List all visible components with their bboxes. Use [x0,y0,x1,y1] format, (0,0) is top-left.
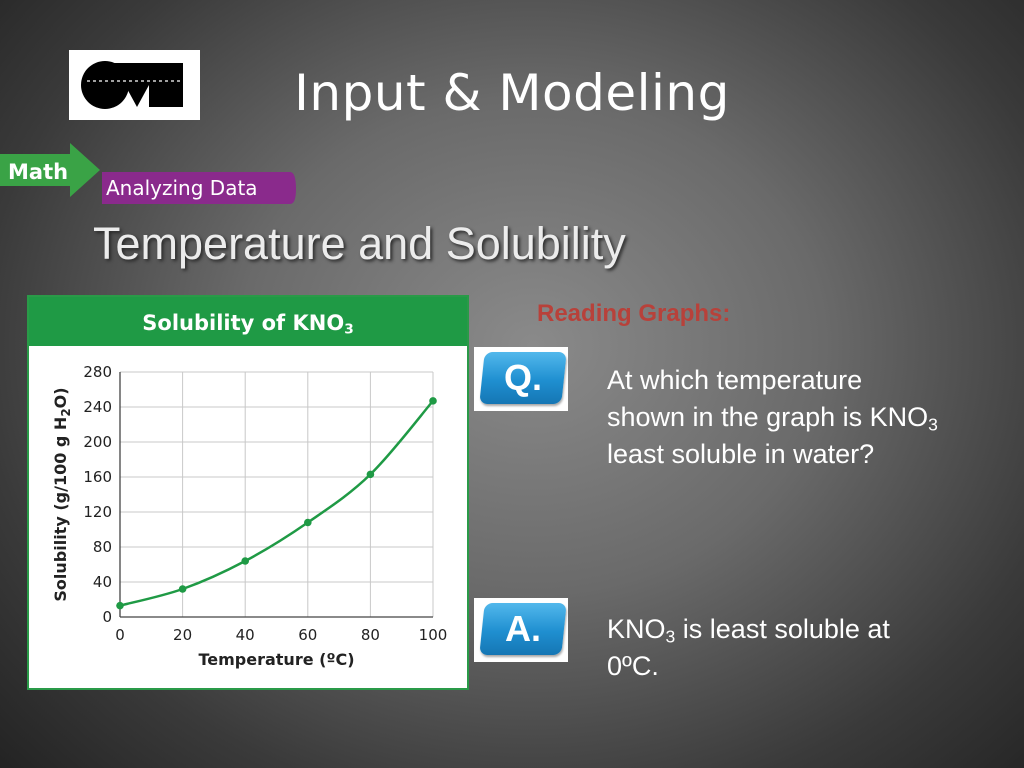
logo [69,50,200,120]
chart-panel: Solubility of KNO3 0 20 40 60 80 100 0 40 80 120 1… [27,295,469,690]
y-tick-label: 0 [102,608,112,626]
data-point [178,585,187,593]
slide-subtitle: Temperature and Solubility [93,218,626,269]
y-tick-label: 80 [93,538,112,556]
y-tick-label: 160 [83,468,112,486]
banner-analyzing-label: Analyzing Data [106,176,258,200]
reading-graphs-label: Reading Graphs: [537,300,731,327]
x-tick-label: 20 [173,626,192,644]
y-tick-label: 280 [83,363,112,381]
logo-graphic [81,61,185,109]
x-tick-label: 0 [115,626,125,644]
x-tick-label: 60 [298,626,317,644]
slide-title: Input & Modeling [294,64,730,122]
y-tick-label: 40 [93,573,112,591]
question-text: At which temperature shown in the graph … [607,365,938,469]
x-tick-label: 80 [361,626,380,644]
math-analyzing-data-banner: Math Analyzing Data [0,143,296,204]
y-tick-label: 120 [83,503,112,521]
chart-title: Solubility of KNO3 [29,297,467,349]
answer-icon: A. [474,598,568,662]
solubility-curve [119,400,434,607]
y-tick-label: 200 [83,433,112,451]
banner-math-label: Math [8,160,68,184]
data-point [116,601,124,610]
answer-text: KNO3 is least soluble at 0ºC. [607,614,890,681]
x-tick-label: 40 [236,626,255,644]
y-tick-label: 240 [83,398,112,416]
chart-plot: 0 20 40 60 80 100 0 40 80 120 160 200 240 280 Temperat… [51,363,448,669]
data-point [241,557,249,565]
x-axis-label: Temperature (ºC) [198,650,354,669]
x-tick-label: 100 [419,626,448,644]
data-point [366,470,375,479]
y-axis-label: Solubility (g/100 g H2O) [51,387,73,601]
data-point [429,397,437,405]
data-point [304,518,312,527]
question-icon: Q. [474,347,568,411]
